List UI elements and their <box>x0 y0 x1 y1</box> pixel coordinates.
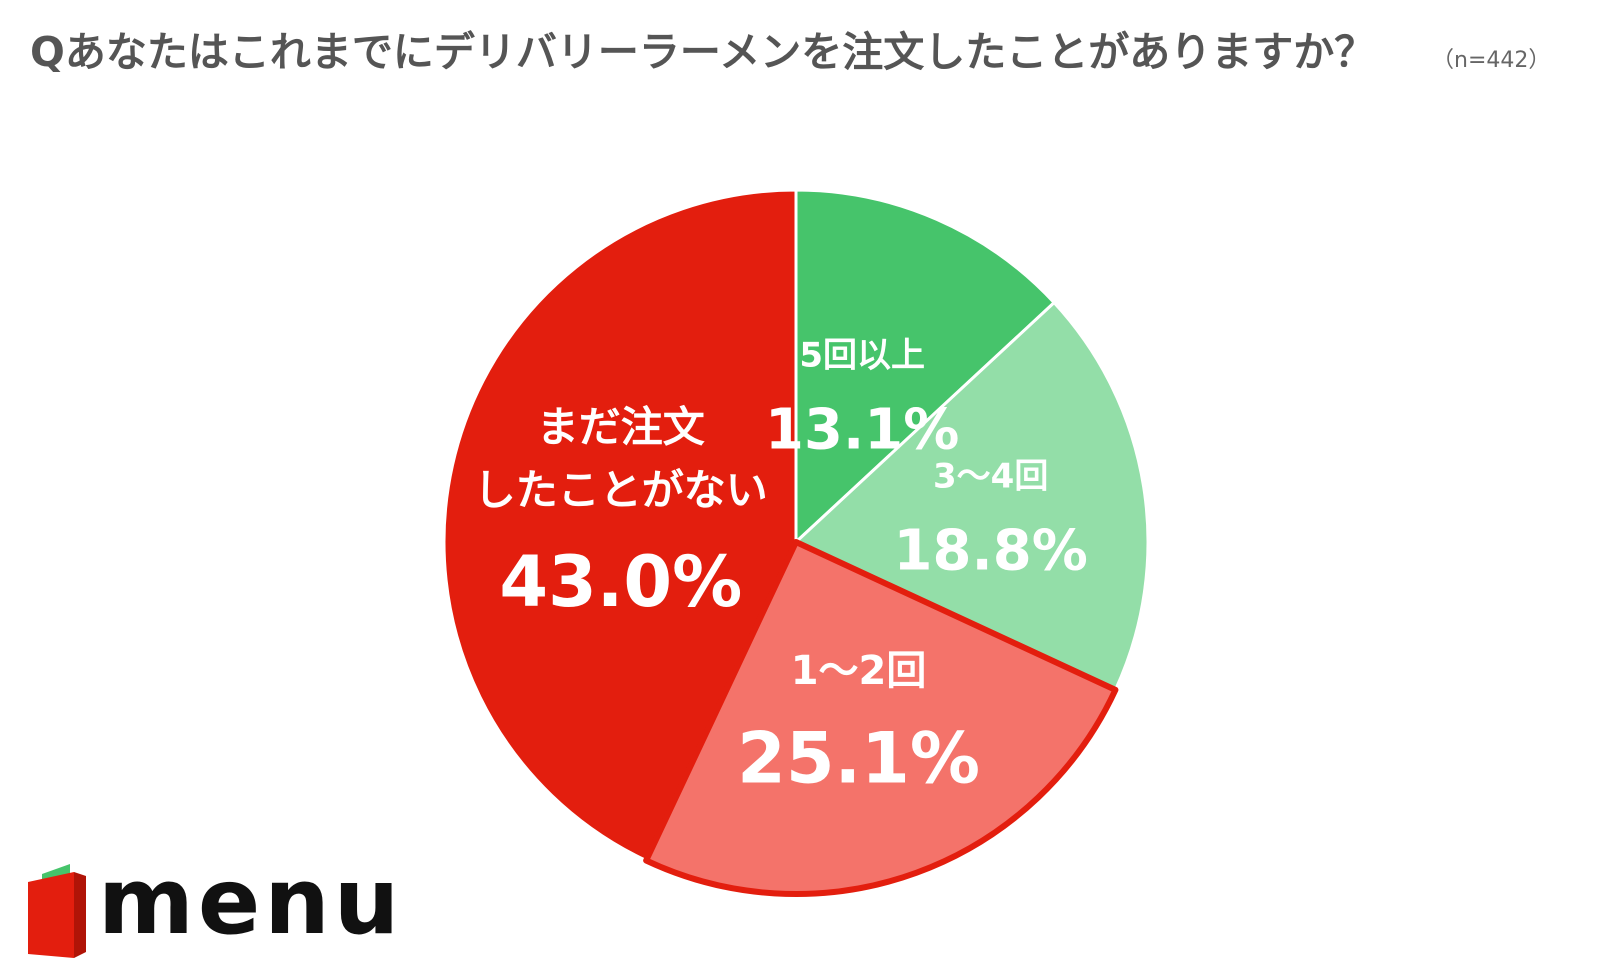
sample-size: （n=442） <box>1432 48 1551 73</box>
pie-slice <box>442 188 798 863</box>
slice-category-label: 5回以上 <box>799 336 925 376</box>
slice-value-label: 13.1% <box>765 397 959 462</box>
menu-logo-icon <box>28 864 86 958</box>
pie-slice-highlight-outline <box>643 539 1119 897</box>
slice-value-label: 43.0% <box>499 541 742 623</box>
slice-category-label: したことがない <box>474 466 768 515</box>
chart-title: Qあなたはこれまでにデリバリーラーメンを注文したことがありますか？ <box>30 28 1376 76</box>
pie-slice <box>793 300 1150 692</box>
logo-text: menu <box>98 848 404 955</box>
slice-category-label: 3〜4回 <box>933 456 1048 496</box>
slice-category-label: まだ注文 <box>537 403 705 452</box>
pie-slice <box>794 188 1057 546</box>
slice-value-label: 25.1% <box>737 717 980 799</box>
slice-category-label: 1〜2回 <box>791 648 927 694</box>
slice-value-label: 18.8% <box>894 518 1088 583</box>
